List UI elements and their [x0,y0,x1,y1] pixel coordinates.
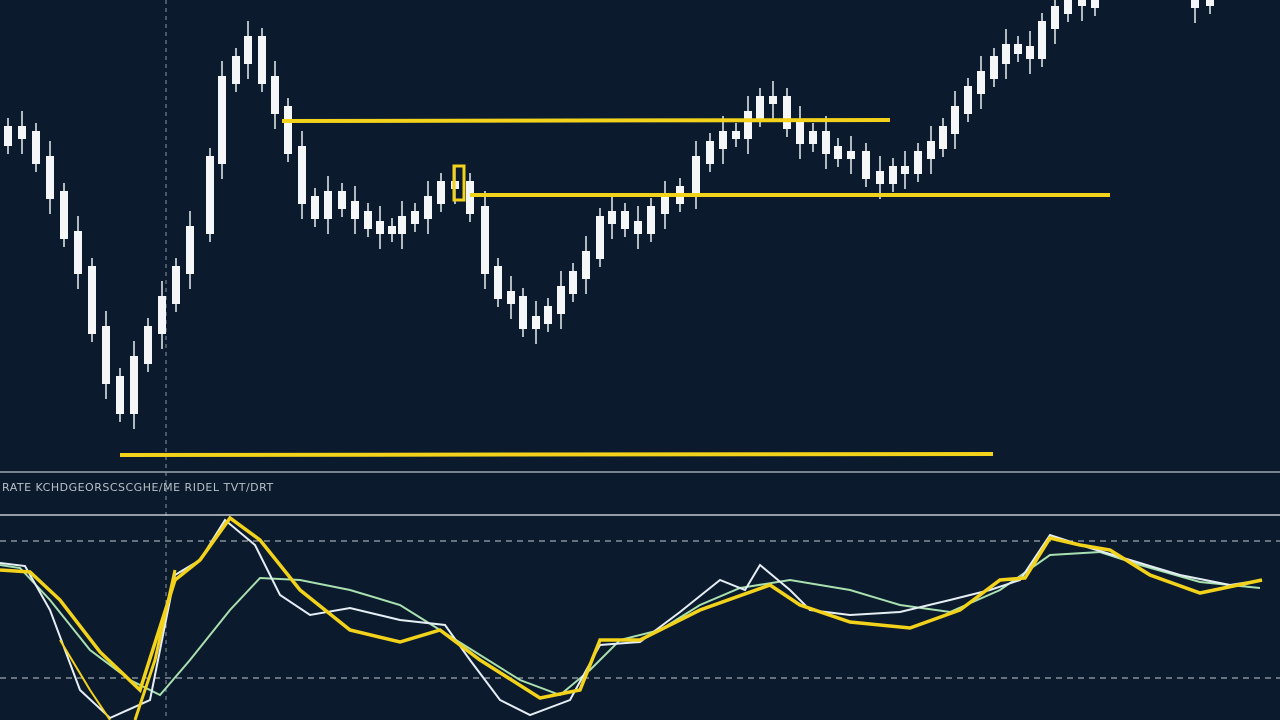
candle-body [1051,6,1059,29]
candle-body [706,141,714,164]
candle-body [507,291,515,304]
candle-body [732,131,740,139]
candle-body [4,126,12,146]
candle-body [411,211,419,224]
oscillator-segment [133,569,177,720]
candle-body [481,206,489,274]
candle-body [186,226,194,274]
candle-body [901,166,909,174]
candle-body [927,141,935,159]
candle-body [1078,0,1086,6]
candle-body [756,96,764,119]
candle-body [32,131,40,164]
candle-body [939,126,947,149]
candle-body [862,151,870,179]
candle-body [158,296,166,334]
candle-body [298,146,306,204]
candle-body [977,71,985,94]
candle-body [569,271,577,294]
candle-body [466,181,474,214]
candle-body [914,151,922,174]
candle-body [990,56,998,79]
candle-body [74,231,82,274]
candle-body [398,216,406,234]
candle-body [351,201,359,219]
candle-body [244,36,252,64]
candle-body [116,376,124,414]
candle-body [1002,44,1010,64]
candle-body [46,156,54,199]
candle-body [144,326,152,364]
marker [452,164,466,202]
candle-body [557,286,565,314]
candle-body [388,226,396,234]
candle-body [834,146,842,159]
candle-body [1206,0,1214,6]
candle-body [1014,44,1022,54]
candle-body [661,196,669,214]
candle-body [232,56,240,84]
candle-body [744,111,752,139]
candle-body [364,211,372,229]
candle-body [88,266,96,334]
candle-body [951,106,959,134]
candle-body [258,36,266,84]
candle-body [437,181,445,204]
candle-body [206,156,214,234]
candle-body [822,131,830,154]
candle-body [102,326,110,384]
candle-body [783,96,791,129]
candle-body [889,166,897,184]
candle-body [692,156,700,194]
candle-body [596,216,604,259]
candle-body [284,106,292,154]
candle-body [544,306,552,324]
candle-body [647,206,655,234]
candle-body [424,196,432,219]
candle-body [376,221,384,234]
candle-body [60,191,68,239]
candle-body [796,121,804,144]
candle-body [634,221,642,234]
oscillator-line [0,515,1263,700]
level-lines [119,118,1110,457]
candle-body [338,191,346,209]
fast-line [0,518,1263,720]
indicator-label: RATE KCHDGEORSCSCGHE/ME RIDEL TVT/DRT [2,481,274,494]
candle-body [1091,0,1099,8]
candle-body [271,76,279,114]
oscillator-tail [59,639,111,720]
candle-body [964,86,972,114]
candle-body [324,191,332,219]
candle-body [876,171,884,184]
candle-body [1191,0,1199,8]
candle-body [621,211,629,229]
candle-body [1064,0,1072,14]
candle-body [311,196,319,219]
candle-body [719,131,727,149]
candle-body [18,126,26,139]
candle-body [519,296,527,329]
candle-body [582,251,590,279]
candles [4,0,1214,429]
resistance-line [281,118,891,123]
candle-body [1026,46,1034,59]
candle-body [532,316,540,329]
candle-body [608,211,616,224]
candle-body [809,131,817,144]
candle-body [172,266,180,304]
candle-body [494,266,502,299]
low-line [119,452,994,457]
candle-body [218,76,226,164]
candle-body [847,151,855,159]
candle-body [1038,21,1046,59]
candle-body [769,96,777,104]
candle-body [130,356,138,414]
